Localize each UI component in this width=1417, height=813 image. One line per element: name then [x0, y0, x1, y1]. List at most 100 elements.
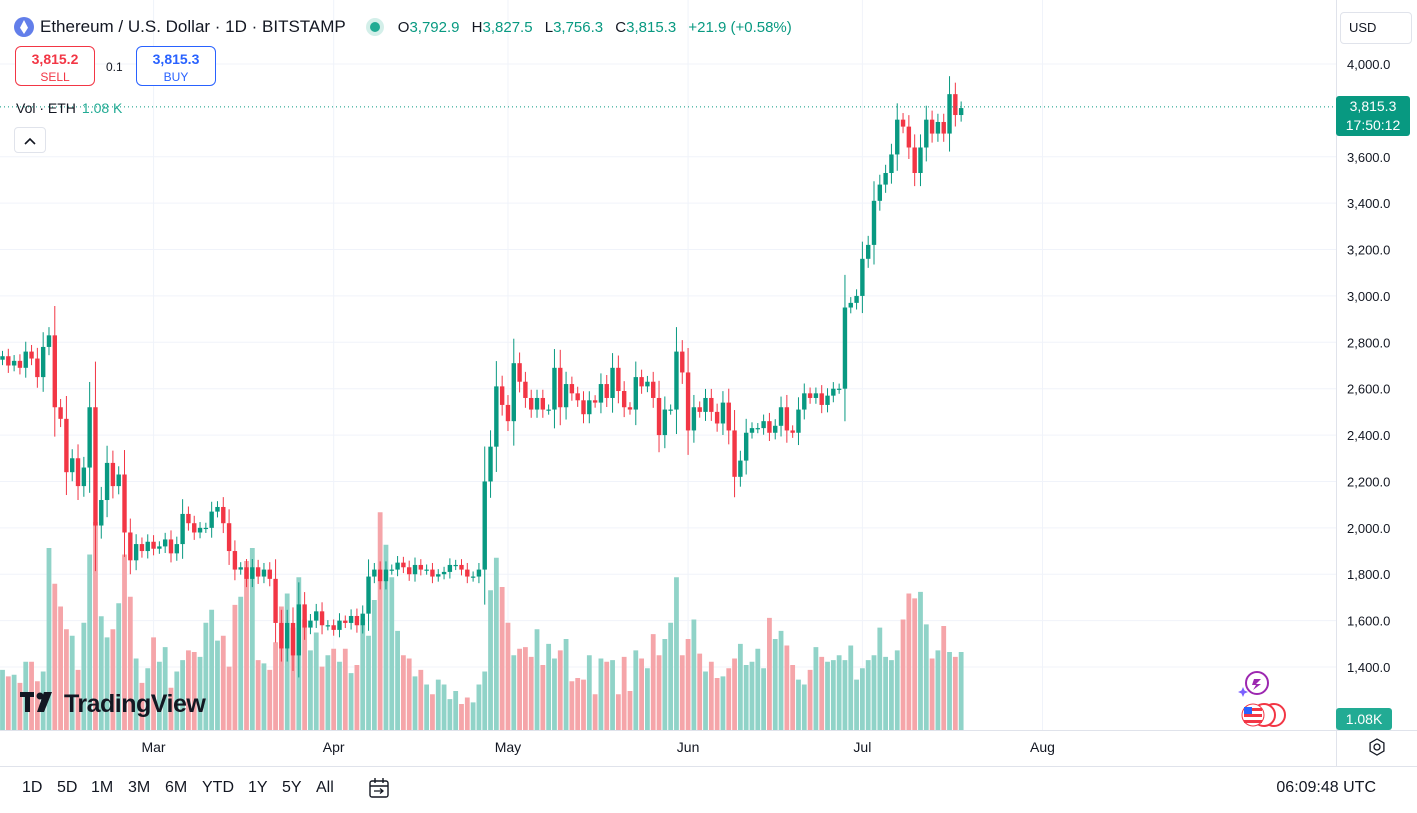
volume-bar: [116, 603, 122, 730]
candle: [598, 384, 604, 403]
us-flag-event-icon[interactable]: [1240, 702, 1288, 728]
timeframe-1y[interactable]: 1Y: [248, 779, 268, 796]
low-value: 3,756.3: [553, 18, 604, 36]
candle: [232, 551, 238, 570]
candle: [743, 432, 749, 461]
candle: [465, 569, 470, 577]
volume-bar: [162, 647, 168, 730]
timeframe-all[interactable]: All: [316, 779, 334, 796]
candle: [174, 544, 179, 554]
volume-bar: [174, 671, 180, 730]
volume-bar: [848, 645, 854, 730]
ethereum-logo-icon: [14, 17, 34, 37]
candle: [627, 407, 633, 410]
volume-bar: [499, 587, 505, 730]
volume-bar: [941, 626, 947, 730]
volume-bar: [813, 647, 819, 730]
volume-bar: [46, 548, 52, 730]
high-label: H: [471, 18, 483, 36]
volume-bar: [906, 593, 912, 730]
utc-clock[interactable]: 06:09:48 UTC: [1276, 779, 1376, 796]
volume-bar: [249, 548, 255, 730]
candle: [407, 567, 412, 575]
volume-bar: [534, 629, 540, 730]
timeframe-3m[interactable]: 3M: [128, 779, 151, 796]
candle: [651, 381, 656, 398]
candle: [569, 384, 575, 394]
volume-bar: [127, 596, 133, 730]
volume-bar: [11, 674, 17, 730]
candle: [372, 569, 377, 577]
low-label: L: [544, 18, 554, 36]
close-value: 3,815.3: [626, 18, 677, 36]
timeframe-6m[interactable]: 6M: [165, 779, 188, 796]
volume-bar: [615, 694, 621, 730]
volume-bar: [400, 655, 406, 730]
tradingview-logo[interactable]: TradingView: [20, 690, 206, 719]
candle: [366, 576, 371, 614]
symbol-title[interactable]: Ethereum / U.S. Dollar · 1D · BITSTAMP: [40, 17, 346, 36]
volume-bar: [877, 627, 883, 730]
timeframe-1m[interactable]: 1M: [91, 779, 114, 796]
volume-scale-label: 1.08K: [1336, 708, 1392, 730]
volume-bar: [151, 637, 156, 730]
y-tick-label: 2,200.0: [1347, 474, 1390, 489]
candle: [412, 564, 418, 575]
volume-bar: [563, 639, 569, 730]
volume-bar: [371, 600, 377, 730]
volume-bar: [244, 561, 249, 730]
open-label: O: [397, 18, 410, 36]
y-tick-label: 3,000.0: [1347, 289, 1390, 304]
candle: [836, 388, 842, 390]
candle: [534, 397, 540, 410]
gear-icon[interactable]: [1368, 738, 1386, 756]
candle: [424, 569, 429, 571]
candle: [360, 613, 365, 626]
volume-bar: [273, 642, 278, 730]
y-tick-label: 2,400.0: [1347, 428, 1390, 443]
volume-bar: [650, 634, 656, 730]
volume-bar: [830, 660, 836, 730]
volume-bar: [255, 660, 261, 730]
calendar-range-icon[interactable]: [368, 777, 390, 799]
volume-bar: [412, 676, 418, 730]
sell-button[interactable]: 3,815.2 SELL: [15, 46, 95, 86]
candle: [842, 307, 848, 389]
currency-selector[interactable]: USD: [1340, 12, 1412, 44]
timeframe-1d[interactable]: 1D: [22, 779, 43, 796]
collapse-legend-button[interactable]: [14, 127, 46, 153]
candle: [668, 409, 673, 411]
candle: [697, 407, 702, 412]
buy-button[interactable]: 3,815.3 BUY: [136, 46, 216, 86]
candle: [436, 574, 441, 577]
volume-bar: [581, 679, 586, 730]
candle: [523, 381, 528, 398]
timeframe-ytd[interactable]: YTD: [202, 779, 234, 796]
volume-bar: [360, 619, 366, 730]
sparkle-icon[interactable]: [1237, 670, 1271, 698]
volume-bar: [430, 694, 435, 730]
volume-bar: [180, 660, 186, 730]
candle: [290, 622, 296, 656]
volume-bar: [122, 554, 127, 730]
timeframe-5y[interactable]: 5Y: [282, 779, 302, 796]
candle: [720, 402, 726, 424]
volume-bar: [755, 648, 761, 730]
candle: [895, 119, 900, 155]
candle: [633, 377, 638, 410]
candle: [592, 400, 598, 403]
candle: [691, 407, 697, 431]
x-tick-label: Aug: [1030, 739, 1055, 755]
candle: [476, 569, 482, 577]
timeframe-5d[interactable]: 5D: [57, 779, 78, 796]
volume-bar: [929, 658, 935, 730]
candle: [133, 544, 139, 561]
volume-bar: [406, 658, 412, 730]
candle: [778, 407, 784, 426]
candle: [935, 121, 941, 134]
market-status-icon[interactable]: [369, 22, 380, 32]
candle: [64, 418, 69, 473]
volume-legend[interactable]: Vol · ETH 1.08 K: [16, 100, 122, 116]
volume-bar: [505, 622, 511, 730]
